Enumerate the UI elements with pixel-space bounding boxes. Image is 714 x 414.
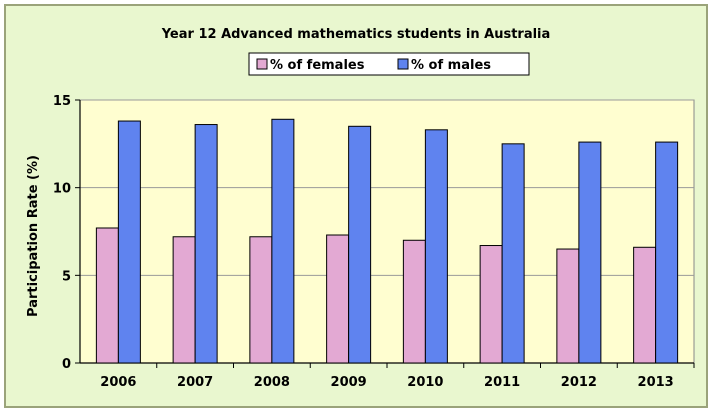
chart-frame: Year 12 Advanced mathematics students in… bbox=[4, 4, 708, 408]
bar-females-2013 bbox=[633, 246, 657, 364]
bar-males-2009 bbox=[348, 125, 372, 364]
bar-males-2011 bbox=[501, 143, 525, 364]
x-tick-label: 2009 bbox=[331, 375, 367, 390]
y-axis-label: Participation Rate (%) bbox=[26, 155, 41, 317]
x-tick-label: 2008 bbox=[254, 375, 290, 390]
chart-title: Year 12 Advanced mathematics students in… bbox=[161, 27, 551, 42]
bar-females-2009 bbox=[326, 234, 350, 364]
bar-females-2008 bbox=[249, 236, 273, 364]
bar-males-2008 bbox=[271, 118, 295, 364]
bar-females-2010 bbox=[402, 239, 426, 364]
legend-label-females: % of females bbox=[270, 58, 365, 73]
x-tick-label: 2006 bbox=[100, 375, 136, 390]
y-tick-label: 10 bbox=[53, 182, 71, 197]
bar-females-2012 bbox=[556, 248, 580, 364]
x-tick-label: 2012 bbox=[561, 375, 597, 390]
legend: % of females % of males bbox=[248, 52, 530, 76]
legend-swatch-females bbox=[256, 58, 268, 70]
legend-swatch-males bbox=[397, 58, 409, 70]
x-tick-label: 2010 bbox=[407, 375, 443, 390]
bar-males-2010 bbox=[424, 129, 448, 364]
bar-males-2012 bbox=[578, 141, 602, 364]
bar-males-2007 bbox=[194, 124, 218, 364]
chart-svg: Year 12 Advanced mathematics students in… bbox=[26, 27, 695, 390]
x-tick-label: 2007 bbox=[177, 375, 213, 390]
y-tick-label: 15 bbox=[53, 94, 71, 109]
plot-background bbox=[79, 99, 695, 364]
x-tick-label: 2013 bbox=[638, 375, 674, 390]
bar-females-2011 bbox=[479, 245, 503, 364]
bar-males-2013 bbox=[655, 141, 679, 364]
legend-label-males: % of males bbox=[411, 58, 491, 73]
bar-females-2006 bbox=[95, 227, 119, 364]
y-tick-label: 5 bbox=[62, 269, 71, 284]
plot-area: 0 5 10 15 2006 2007 2008 2009 2010 2011 2012 2013 bbox=[53, 94, 695, 390]
x-tick-label: 2011 bbox=[484, 375, 520, 390]
y-tick-label: 0 bbox=[62, 357, 71, 372]
bar-males-2006 bbox=[117, 120, 141, 364]
bar-females-2007 bbox=[172, 236, 196, 364]
